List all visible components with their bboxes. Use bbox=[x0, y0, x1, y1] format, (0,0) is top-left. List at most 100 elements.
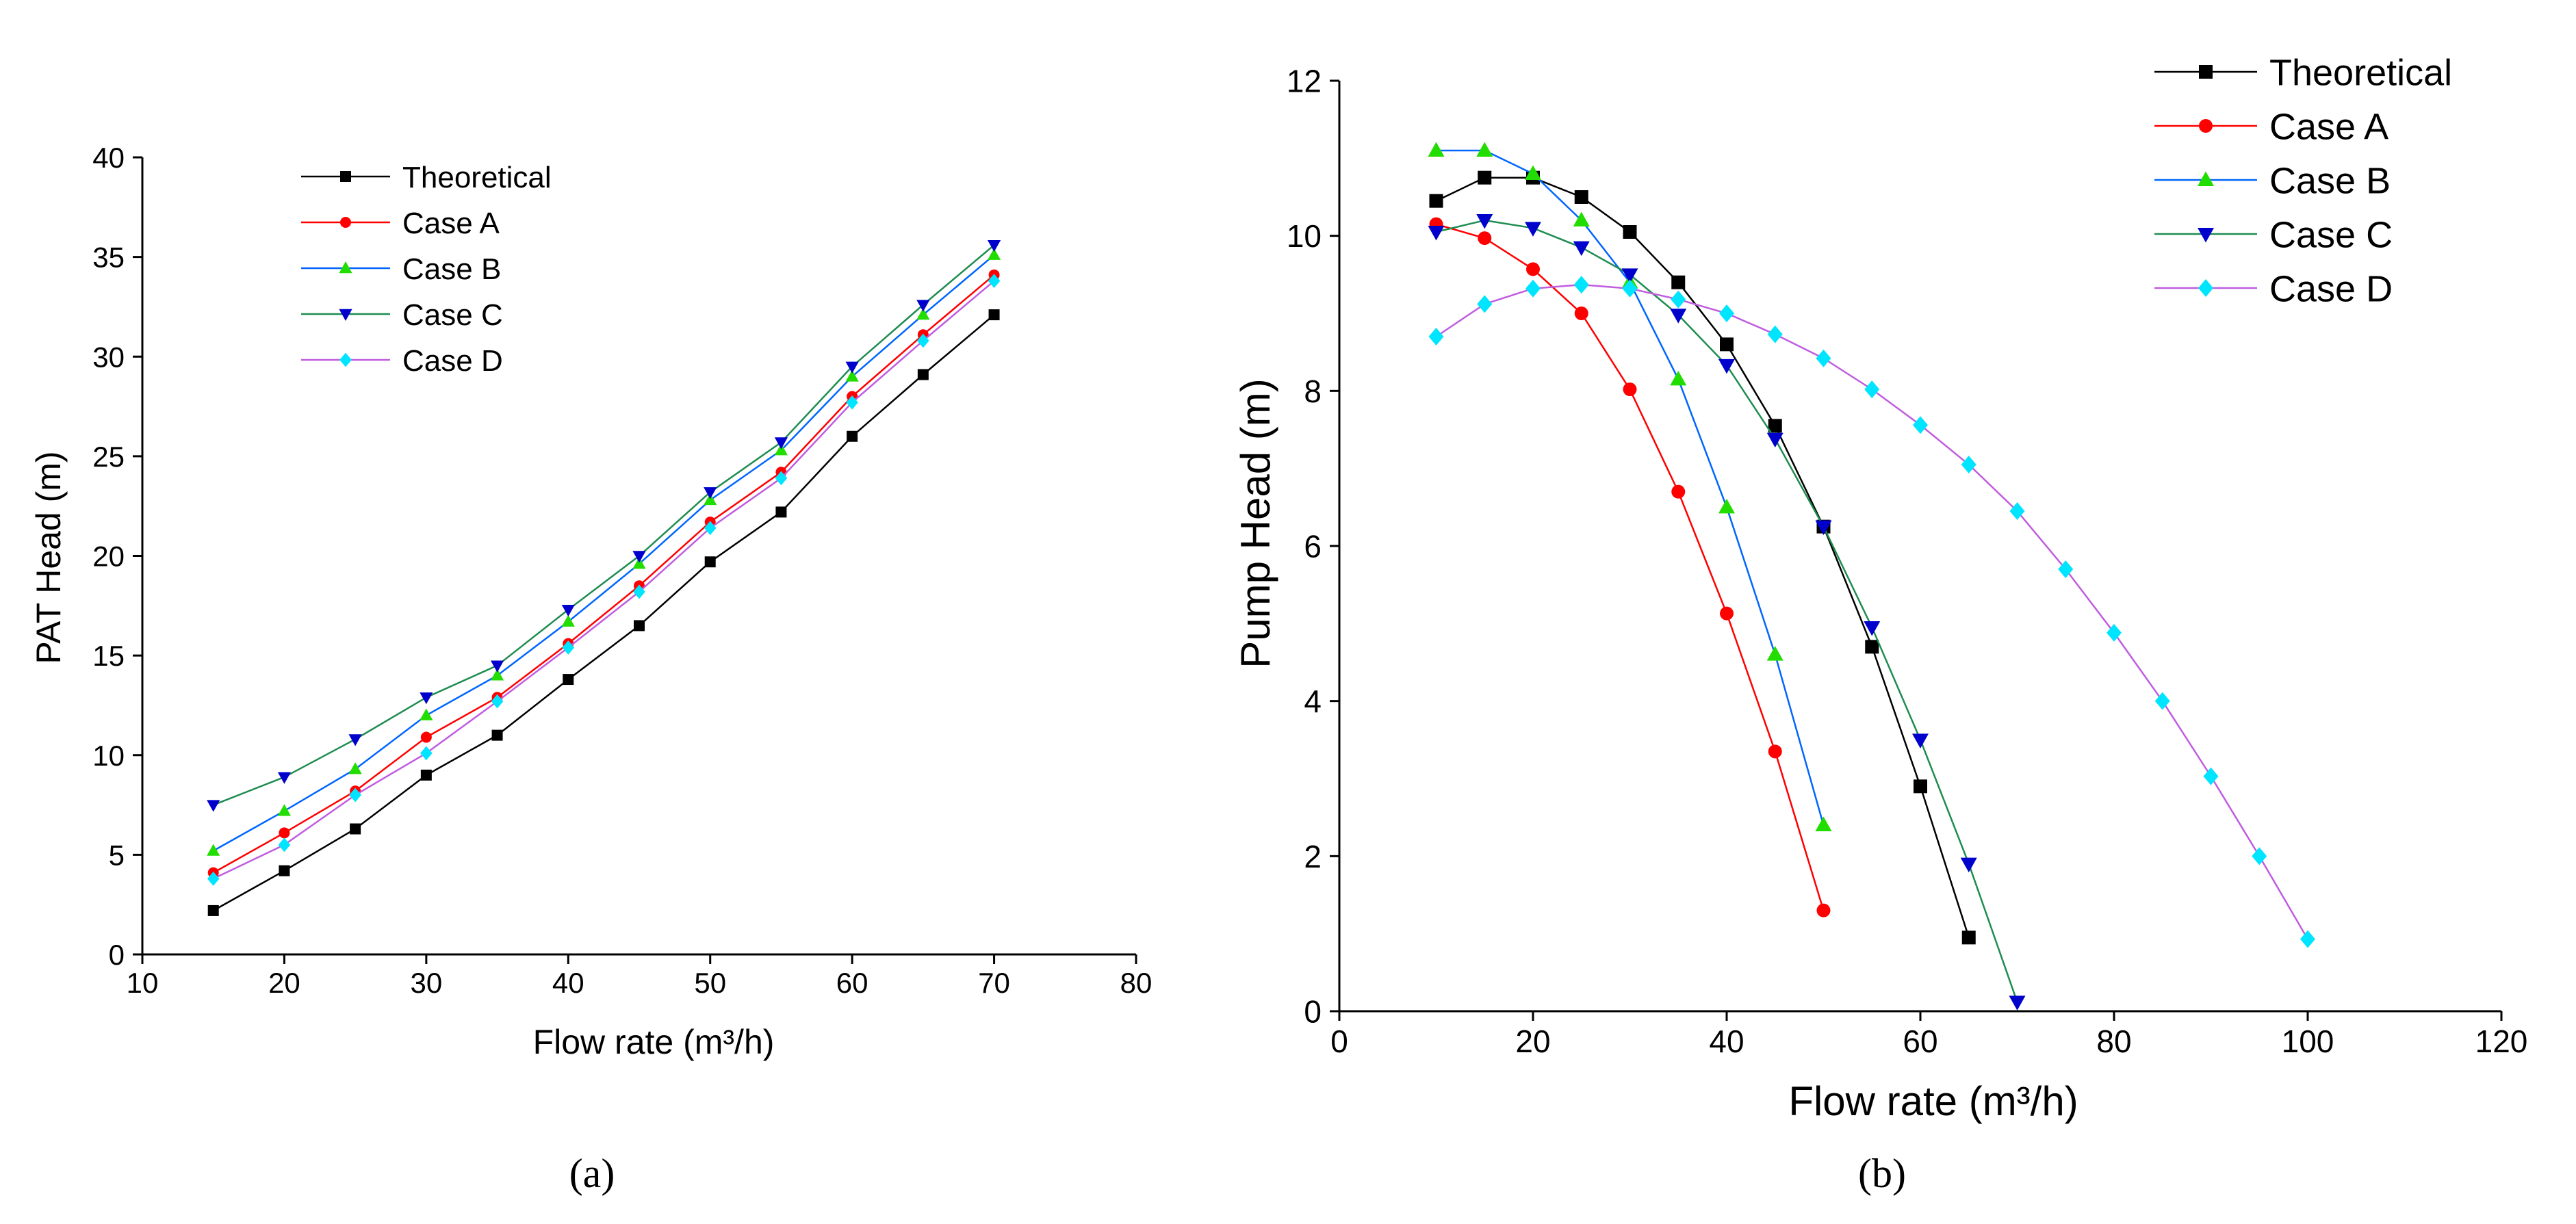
panel-a-point-case-c bbox=[561, 604, 575, 617]
panel-a-y-tick-label: 20 bbox=[92, 541, 125, 573]
panel-a-y-tick-label: 30 bbox=[92, 341, 125, 373]
panel-a-point-case-a bbox=[279, 827, 290, 839]
panel-a-plot-area: 10 20 30 40 50 60 70 80 0 5 10 15 20 25 30 35 40 bbox=[92, 142, 1152, 999]
panel-b-y-tick-label: 8 bbox=[1304, 374, 1322, 409]
panel-a-point-case-b bbox=[348, 762, 362, 774]
panel-b-y-tick-label: 6 bbox=[1304, 529, 1322, 564]
panel-b-plot-area: 0 20 40 60 80 100 120 0 2 4 6 8 10 12 bbox=[1287, 64, 2528, 1059]
panel-b-point-case-b bbox=[1476, 142, 1493, 157]
panel-a-series-line-case-a bbox=[213, 274, 995, 874]
panel-b-point-case-b bbox=[1766, 646, 1783, 661]
panel-a-y-tick-label: 10 bbox=[92, 740, 125, 772]
panel-b-point-case-d bbox=[1961, 456, 1976, 473]
panel-b-series-line-case-a bbox=[1436, 223, 1825, 911]
panel-a-y-tick-label: 5 bbox=[109, 839, 125, 871]
panel-a-series-line-case-c bbox=[213, 244, 995, 806]
panel-a-point-case-d bbox=[562, 640, 575, 655]
panel-b-legend-label: Case C bbox=[2269, 214, 2393, 255]
panel-a-point-case-d bbox=[704, 521, 717, 536]
panel-a-point-case-d bbox=[917, 333, 929, 348]
panel-b-legend-label: Case A bbox=[2269, 106, 2388, 147]
panel-b-legend-marker bbox=[2198, 171, 2214, 186]
panel-a-legend-marker bbox=[339, 261, 352, 274]
panel-a-legend-marker bbox=[339, 352, 352, 367]
panel-b-legend-marker bbox=[2199, 65, 2213, 79]
panel-b: 0 20 40 60 80 100 120 0 2 4 6 8 10 12 Theoretical Case… bbox=[1233, 52, 2527, 1196]
panel-a-point-theoretical bbox=[420, 769, 432, 781]
panel-b-legend: Theoretical Case A Case B Case C Case D bbox=[2154, 52, 2452, 309]
panel-b-point-case-b bbox=[1815, 816, 1832, 831]
panel-a-x-tick-label: 30 bbox=[410, 967, 442, 999]
panel-b-point-case-a bbox=[1816, 903, 1831, 917]
panel-b-point-theoretical bbox=[1671, 275, 1686, 289]
panel-a-point-case-a bbox=[420, 731, 432, 743]
panel-a-x-tick-label: 10 bbox=[127, 967, 159, 999]
panel-b-point-case-d bbox=[2058, 560, 2074, 578]
panel-a-y-tick-label: 35 bbox=[92, 242, 125, 274]
panel-a-caption: (a) bbox=[569, 1151, 615, 1196]
panel-a-legend-label: Case D bbox=[402, 344, 503, 378]
panel-a-point-case-b bbox=[561, 614, 575, 627]
panel-b-point-case-c bbox=[1864, 621, 1881, 636]
panel-a-point-theoretical bbox=[775, 506, 787, 518]
panel-a-y-tick-label: 40 bbox=[92, 142, 125, 174]
panel-b-point-case-d bbox=[1428, 328, 1444, 346]
panel-a-point-theoretical bbox=[704, 556, 716, 568]
panel-b-point-case-d bbox=[2154, 692, 2170, 710]
panel-a-y-tick-label: 0 bbox=[109, 939, 125, 971]
panel-b-x-tick-label: 20 bbox=[1515, 1024, 1550, 1059]
panel-a-point-case-d bbox=[207, 871, 220, 886]
panel-b-y-tick-label: 12 bbox=[1287, 64, 1322, 99]
panel-b-point-case-c bbox=[1670, 309, 1687, 324]
panel-a-point-case-b bbox=[916, 308, 930, 320]
panel-b-point-theoretical bbox=[1865, 640, 1879, 654]
panel-b-point-theoretical bbox=[1720, 337, 1734, 352]
panel-a-point-case-b bbox=[774, 443, 788, 456]
panel-b-legend-marker bbox=[2198, 279, 2213, 297]
panel-a-legend-label: Case B bbox=[402, 252, 501, 286]
panel-b-point-case-d bbox=[1719, 304, 1734, 322]
panel-a-y-tick-label: 15 bbox=[92, 640, 125, 672]
panel-a-point-case-c bbox=[774, 437, 788, 450]
panel-b-point-case-d bbox=[1525, 279, 1541, 298]
panel-b-point-case-c bbox=[1525, 222, 1541, 237]
panel-a-point-case-d bbox=[846, 395, 858, 410]
panel-b-point-case-c bbox=[1476, 214, 1493, 229]
panel-a-point-case-c bbox=[632, 551, 646, 563]
panel-a-point-case-b bbox=[420, 708, 433, 720]
panel-a-point-case-b bbox=[845, 369, 859, 382]
panel-b-point-case-d bbox=[2009, 502, 2025, 520]
panel-a-series bbox=[207, 239, 1001, 916]
panel-b-point-case-a bbox=[1574, 307, 1588, 320]
panel-a-point-case-c bbox=[987, 239, 1001, 252]
panel-b-y-tick-label: 4 bbox=[1304, 683, 1322, 719]
panel-b-legend-item-case-d: Case D bbox=[2154, 268, 2393, 309]
panel-a-point-case-b bbox=[987, 248, 1001, 260]
panel-b-point-case-d bbox=[1573, 276, 1589, 294]
panel-a-point-case-c bbox=[845, 361, 859, 374]
panel-a-point-theoretical bbox=[563, 674, 574, 686]
panel-b-point-case-d bbox=[2300, 930, 2315, 948]
panel-a-point-case-c bbox=[490, 660, 504, 673]
panel-a-point-case-d bbox=[988, 274, 1001, 288]
panel-b-point-case-c bbox=[1718, 359, 1735, 374]
panel-b-point-theoretical bbox=[1914, 779, 1927, 794]
panel-b-point-case-b bbox=[1718, 498, 1735, 514]
panel-b-point-case-c bbox=[1912, 733, 1929, 748]
panel-a-x-tick-label: 50 bbox=[694, 967, 726, 999]
panel-a-legend-marker bbox=[340, 217, 351, 228]
panel-b-point-case-c bbox=[2009, 995, 2026, 1011]
panel-b-point-case-d bbox=[2252, 847, 2267, 865]
panel-b-point-case-d bbox=[1671, 290, 1686, 309]
panel-b-point-case-b bbox=[1525, 165, 1541, 180]
panel-b-legend-item-theoretical: Theoretical bbox=[2154, 52, 2452, 93]
panel-a-point-case-b bbox=[632, 557, 646, 569]
panel-b-x-tick-label: 100 bbox=[2282, 1024, 2334, 1059]
panel-a-x-tick-label: 40 bbox=[552, 967, 584, 999]
panel-b-x-tick-label: 40 bbox=[1709, 1024, 1744, 1059]
panel-a-point-case-b bbox=[490, 668, 504, 681]
panel-a-legend-item-case-c: Case C bbox=[301, 298, 503, 332]
panel-a-series-line-case-b bbox=[213, 254, 995, 852]
panel-a-x-tick-label: 60 bbox=[836, 967, 868, 999]
